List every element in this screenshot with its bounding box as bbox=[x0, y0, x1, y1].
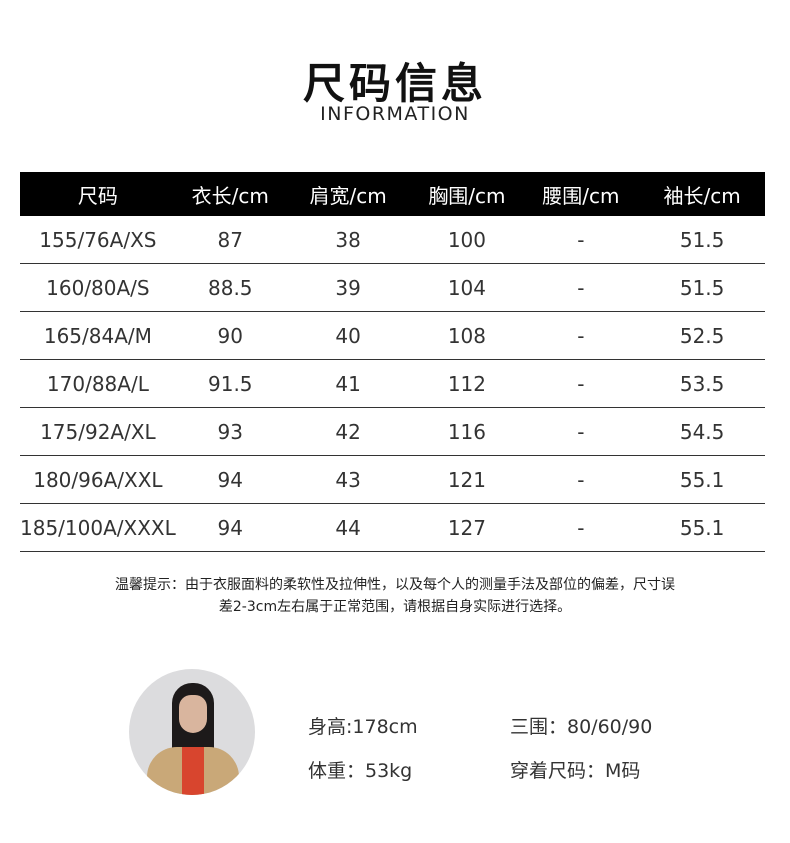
column-header: 肩宽/cm bbox=[284, 172, 412, 216]
table-cell: 42 bbox=[284, 407, 412, 456]
table-row: 185/100A/XXXL 94 44 127-55.1 bbox=[20, 503, 765, 552]
table-cell: - bbox=[522, 216, 640, 264]
model-size-worn: 穿着尺码：M码 bbox=[510, 760, 641, 782]
table-row: 175/92A/XL 93 42 116-54.5 bbox=[20, 407, 765, 456]
table-cell: 185/100A/XXXL bbox=[20, 503, 176, 552]
table-cell: 121 bbox=[411, 455, 523, 504]
table-row: 170/88A/L 91.5 41 112-53.5 bbox=[20, 359, 765, 408]
column-header: 腰围/cm bbox=[522, 172, 640, 216]
table-cell: 51.5 bbox=[639, 216, 765, 264]
table-cell: - bbox=[522, 455, 640, 504]
table-row: 165/84A/M 90 40 108-52.5 bbox=[20, 311, 765, 360]
table-cell: 94 bbox=[175, 455, 285, 504]
column-header: 胸围/cm bbox=[411, 172, 523, 216]
table-cell: - bbox=[522, 263, 640, 312]
note-line-2: 差2-3cm左右属于正常范围，请根据自身实际进行选择。 bbox=[218, 599, 572, 615]
size-note: 温馨提示：由于衣服面料的柔软性及拉伸性，以及每个人的测量手法及部位的偏差，尺寸误… bbox=[40, 574, 750, 618]
table-cell: 40 bbox=[284, 311, 412, 360]
table-cell: 52.5 bbox=[639, 311, 765, 360]
table-cell: 180/96A/XXL bbox=[20, 455, 176, 504]
table-row: 160/80A/S 88.5 39 104-51.5 bbox=[20, 263, 765, 312]
column-header: 尺码 bbox=[20, 172, 176, 216]
page-title: 尺码信息 bbox=[302, 59, 487, 108]
table-cell: - bbox=[522, 407, 640, 456]
table-cell: 165/84A/M bbox=[20, 311, 176, 360]
table-cell: 116 bbox=[411, 407, 523, 456]
table-cell: 87 bbox=[175, 216, 285, 264]
table-row: 180/96A/XXL 94 43 121-55.1 bbox=[20, 455, 765, 504]
table-cell: 43 bbox=[284, 455, 412, 504]
table-cell: 160/80A/S bbox=[20, 263, 176, 312]
table-cell: 112 bbox=[411, 359, 523, 408]
table-cell: 127 bbox=[411, 503, 523, 552]
table-cell: 94 bbox=[175, 503, 285, 552]
table-cell: 53.5 bbox=[639, 359, 765, 408]
table-cell: 91.5 bbox=[175, 359, 285, 408]
table-cell: - bbox=[522, 503, 640, 552]
model-measurements: 三围：80/60/90 bbox=[510, 716, 653, 738]
table-cell: 55.1 bbox=[639, 455, 765, 504]
model-weight: 体重：53kg bbox=[308, 760, 413, 782]
size-table: 尺码 衣长/cm 肩宽/cm 胸围/cm 腰围/cm 袖长/cm 155/76A/XS 87… bbox=[20, 172, 765, 552]
note-line-1: 温馨提示：由于衣服面料的柔软性及拉伸性，以及每个人的测量手法及部位的偏差，尺寸误 bbox=[115, 577, 675, 593]
table-cell: 55.1 bbox=[639, 503, 765, 552]
table-cell: 44 bbox=[284, 503, 412, 552]
table-cell: 104 bbox=[411, 263, 523, 312]
table-cell: - bbox=[522, 359, 640, 408]
table-cell: 170/88A/L bbox=[20, 359, 176, 408]
table-cell: 51.5 bbox=[639, 263, 765, 312]
model-height: 身高:178cm bbox=[308, 716, 418, 738]
table-cell: 90 bbox=[175, 311, 285, 360]
table-cell: 54.5 bbox=[639, 407, 765, 456]
table-cell: 100 bbox=[411, 216, 523, 264]
column-header: 衣长/cm bbox=[175, 172, 285, 216]
table-cell: 38 bbox=[284, 216, 412, 264]
table-cell: 93 bbox=[175, 407, 285, 456]
table-cell: 108 bbox=[411, 311, 523, 360]
table-cell: 41 bbox=[284, 359, 412, 408]
model-photo bbox=[129, 669, 255, 795]
table-cell: 175/92A/XL bbox=[20, 407, 176, 456]
table-cell: 88.5 bbox=[175, 263, 285, 312]
page-subtitle: INFORMATION bbox=[320, 103, 470, 125]
table-cell: 155/76A/XS bbox=[20, 216, 176, 264]
table-cell: - bbox=[522, 311, 640, 360]
table-row: 155/76A/XS 87 38 100-51.5 bbox=[20, 216, 765, 264]
table-cell: 39 bbox=[284, 263, 412, 312]
table-header: 尺码 衣长/cm 肩宽/cm 胸围/cm 腰围/cm 袖长/cm bbox=[20, 172, 765, 216]
column-header: 袖长/cm bbox=[639, 172, 765, 216]
